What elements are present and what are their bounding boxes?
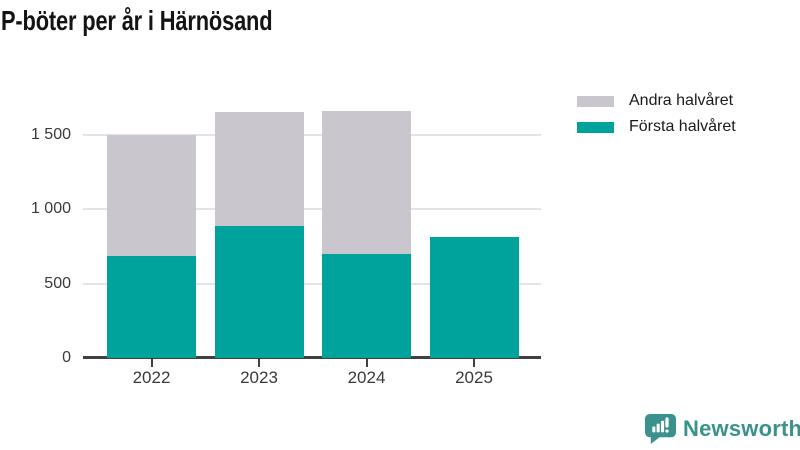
legend: Andra halvåret Första halvåret <box>577 91 736 137</box>
x-axis-label: 2024 <box>347 368 386 387</box>
brand-name: Newsworthy <box>683 415 800 441</box>
bar-chart-speech-bubble-icon <box>644 413 677 445</box>
x-axis: 2022 2023 2024 2025 <box>83 359 541 399</box>
legend-item: Första halvåret <box>577 117 736 137</box>
legend-swatch <box>577 121 614 133</box>
bar-2023-series-0 <box>214 225 304 358</box>
x-axis-tick <box>150 359 153 367</box>
page-title: P-böter per år i Härnösand <box>1 5 273 36</box>
bar-2025-series-0 <box>429 236 519 358</box>
legend-label: Första halvåret <box>629 118 736 135</box>
y-axis: 0 500 1 000 1 500 <box>0 0 71 450</box>
gridline-1500 <box>83 134 541 136</box>
x-axis-tick <box>365 359 368 367</box>
x-axis-label: 2022 <box>132 368 171 387</box>
plot-area <box>83 100 541 359</box>
y-tick-label: 1 500 <box>30 126 71 143</box>
x-axis-tick <box>258 359 260 367</box>
gridline-500 <box>83 282 541 285</box>
bar-2024-series-0 <box>322 253 411 358</box>
bar-2023-series-1 <box>214 111 304 226</box>
legend-item: Andra halvåret <box>577 91 736 111</box>
newsworthy-logo: Newsworthy <box>644 412 800 445</box>
x-axis-label: 2023 <box>240 368 278 387</box>
gridline-1000 <box>83 208 541 211</box>
bar-2024-series-1 <box>322 111 411 254</box>
legend-label: Andra halvåret <box>629 92 734 109</box>
y-tick-label: 0 <box>62 349 71 366</box>
y-tick-label: 1 000 <box>30 200 71 218</box>
legend-swatch <box>577 95 614 107</box>
bar-2022-series-1 <box>107 135 196 257</box>
bar-2022-series-0 <box>107 256 196 358</box>
x-axis-label: 2025 <box>455 368 493 387</box>
y-tick-label: 500 <box>44 274 71 292</box>
x-axis-tick <box>473 359 475 367</box>
x-axis-line <box>83 356 541 359</box>
